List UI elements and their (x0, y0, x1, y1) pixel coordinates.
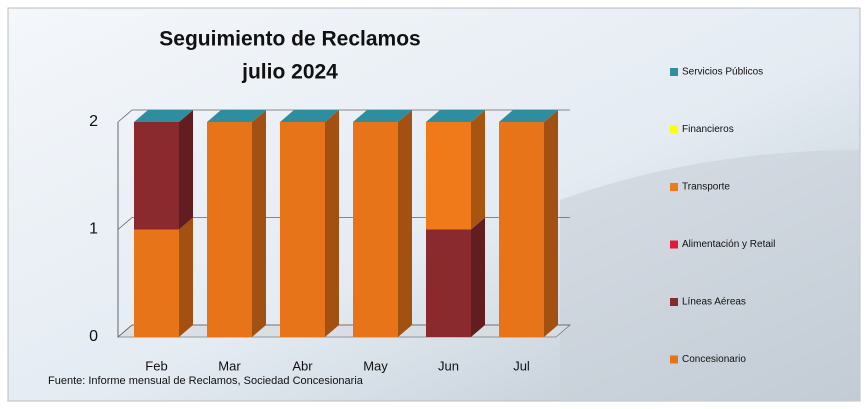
legend-swatch (670, 183, 678, 191)
bar-top (353, 110, 412, 122)
legend-label: Financieros (682, 124, 734, 135)
bar-segment (426, 229, 471, 337)
bar-top (134, 110, 193, 122)
bar-top (426, 110, 485, 122)
legend-swatch (670, 125, 678, 134)
bar-side (325, 110, 339, 337)
legend-label: Servicios Públicos (682, 67, 763, 78)
x-tick-label: Jun (438, 358, 459, 373)
source-note: Fuente: Informe mensual de Reclamos, Soc… (48, 375, 364, 387)
y-tick-label: 2 (89, 113, 98, 130)
chart-title: Seguimiento de Reclamos (159, 28, 420, 51)
legend-swatch (670, 298, 678, 306)
chart-subtitle: julio 2024 (241, 61, 338, 84)
legend-swatch (670, 240, 678, 249)
bar-segment (280, 122, 325, 337)
legend-swatch (670, 355, 678, 364)
bar-side (544, 110, 558, 337)
grid-line (117, 109, 570, 123)
x-tick-label: Mar (218, 358, 241, 373)
grid-line (117, 217, 570, 230)
y-tick-label: 1 (89, 221, 98, 238)
bar-segment (499, 122, 544, 337)
x-tick-label: Jul (513, 358, 530, 373)
bar-side (398, 110, 412, 337)
bar-top (280, 110, 339, 122)
legend-label: Concesionario (682, 354, 746, 365)
bar-segment (353, 122, 398, 337)
bar-side (179, 110, 193, 230)
bar-top (207, 110, 266, 122)
bar-segment (134, 229, 179, 337)
y-tick-label: 0 (89, 328, 98, 345)
legend-label: Alimentación y Retail (682, 239, 775, 250)
bar-segment (426, 122, 471, 230)
bar-segment (207, 122, 252, 337)
bar-top (499, 110, 558, 122)
legend-label: Líneas Aéreas (682, 297, 746, 308)
x-tick-label: Abr (292, 358, 313, 373)
bar-side (252, 110, 266, 337)
legend-label: Transporte (682, 182, 730, 193)
x-tick-label: May (363, 358, 388, 373)
x-tick-label: Feb (145, 358, 167, 373)
bar-side (471, 110, 485, 230)
bar-side (179, 217, 193, 337)
bar-side (471, 217, 485, 337)
grid-line (117, 324, 570, 338)
bar-segment (134, 122, 179, 230)
terminal-shape (560, 150, 860, 401)
legend-swatch (670, 68, 678, 76)
